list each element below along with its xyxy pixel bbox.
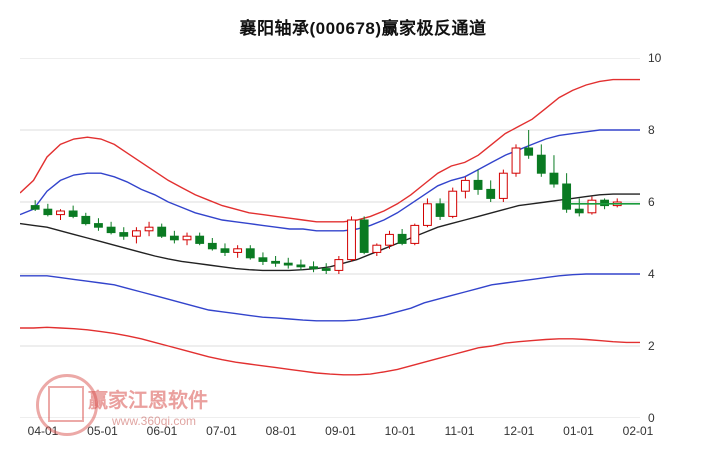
candle-body [258, 257, 268, 262]
candle-body [600, 199, 609, 207]
candle-body [207, 242, 217, 250]
candle-body [486, 188, 496, 199]
y-axis-tick-4: 4 [648, 267, 655, 281]
candle-body [385, 233, 394, 246]
candle-body [220, 248, 230, 253]
candle-body [524, 147, 534, 156]
candle-body [81, 215, 91, 225]
candle-body [157, 226, 167, 237]
candle-body [245, 248, 255, 259]
candle-body [574, 208, 584, 214]
candle-body [448, 190, 458, 217]
candle-body [119, 232, 129, 237]
x-axis-tick-05-01: 05-01 [87, 424, 118, 438]
candle-body [144, 226, 154, 232]
candle-body [435, 203, 445, 217]
page-title: 襄阳轴承(000678)赢家极反通道 [239, 19, 487, 38]
watermark-logo-square [48, 386, 84, 422]
x-axis-tick-10-01: 10-01 [384, 424, 416, 438]
y-axis-tick-6: 6 [648, 195, 655, 209]
candle-body [397, 233, 407, 244]
band-line [20, 129, 640, 232]
candle-body [30, 205, 40, 210]
x-axis-tick-12-01: 12-01 [503, 424, 535, 438]
y-axis-tick-2: 2 [648, 339, 655, 353]
candle-body [56, 210, 65, 216]
x-axis-tick-09-01: 09-01 [325, 424, 356, 438]
candle-body [321, 268, 331, 271]
band-line [20, 326, 640, 376]
candle-body [498, 172, 508, 199]
candle-body [169, 235, 179, 241]
candle-body [587, 199, 597, 214]
candle-body [94, 223, 103, 228]
candle-body [562, 183, 572, 210]
candle-body [549, 172, 559, 185]
candle-body [511, 147, 521, 174]
candle-body [347, 219, 356, 261]
candle-body [423, 203, 432, 226]
watermark-logo-circle [36, 374, 98, 436]
y-axis-tick-0: 0 [648, 411, 655, 425]
candlestick-chart [20, 58, 640, 418]
band-line [20, 193, 640, 272]
x-axis-tick-11-01: 11-01 [444, 424, 475, 438]
x-axis-tick-07-01: 07-01 [206, 424, 237, 438]
candle-body [283, 262, 293, 266]
plot-area [20, 58, 640, 418]
candle-body [233, 248, 243, 253]
candle-body [309, 266, 318, 270]
x-axis-tick-02-01: 02-01 [622, 424, 654, 438]
candle-body [106, 226, 116, 234]
candle-body [536, 154, 546, 174]
y-axis-tick-8: 8 [648, 123, 655, 137]
candle-body [271, 260, 281, 264]
y-axis-tick-10: 10 [648, 51, 662, 65]
candle-body [43, 208, 53, 216]
candle-body [372, 244, 382, 253]
watermark-site: www.360qi.com [112, 414, 197, 428]
candle-body [68, 210, 78, 217]
candle-body [410, 224, 420, 244]
x-axis-tick-06-01: 06-01 [146, 424, 178, 438]
candle-body [296, 264, 306, 268]
candle-body [359, 219, 369, 253]
candle-body [473, 179, 483, 190]
candle-body [182, 235, 192, 241]
candle-body [195, 235, 205, 244]
watermark-brand: 赢家江恩软件 [88, 390, 208, 412]
band-line [20, 78, 640, 223]
candle-body [334, 259, 344, 271]
band-line [20, 273, 640, 322]
x-axis-tick-01-01: 01-01 [563, 424, 594, 438]
x-axis-tick-08-01: 08-01 [265, 424, 297, 438]
candle-body [460, 179, 470, 192]
candle-body [131, 230, 141, 237]
